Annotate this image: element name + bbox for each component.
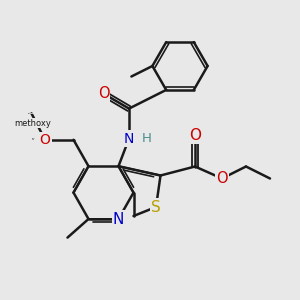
Text: O: O [40,133,50,147]
Text: S: S [151,200,161,214]
Text: O: O [216,171,228,186]
Text: H: H [142,132,151,145]
Text: methoxy: methoxy [28,113,34,114]
Text: meth
oxy: meth oxy [32,138,35,140]
Text: N: N [113,212,124,226]
Text: methoxy: methoxy [27,108,33,110]
Text: O: O [189,128,201,142]
Text: methoxy: methoxy [14,119,51,128]
Text: N: N [124,132,134,145]
Text: O: O [98,86,109,101]
